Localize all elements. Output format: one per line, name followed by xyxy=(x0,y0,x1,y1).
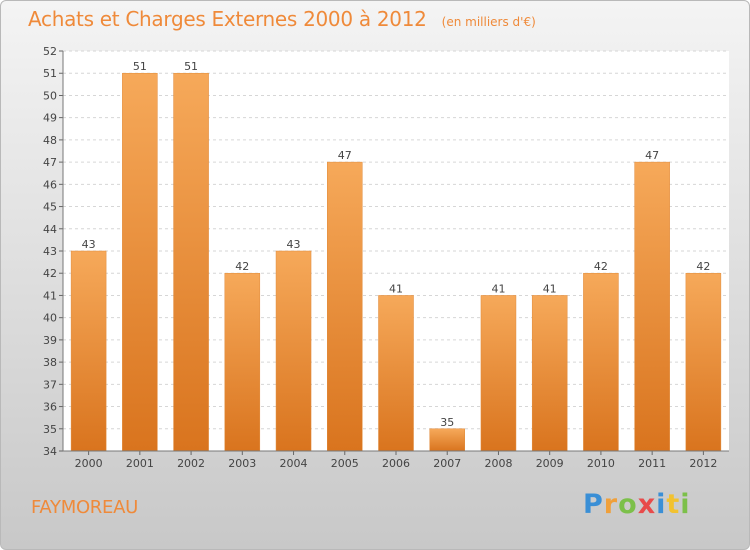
bar-2011 xyxy=(634,161,670,452)
chart-subtitle: (en milliers d'€) xyxy=(441,15,536,29)
x-tick-label: 2005 xyxy=(331,457,359,470)
data-label: 43 xyxy=(82,238,96,251)
y-tick-label: 46 xyxy=(43,178,57,191)
data-label: 42 xyxy=(594,260,608,273)
chart-title: Achats et Charges Externes 2000 à 2012 xyxy=(28,7,427,31)
bar-2006 xyxy=(378,295,414,452)
data-label: 35 xyxy=(440,416,454,429)
bars xyxy=(70,72,722,452)
bar-2008 xyxy=(480,295,517,452)
data-label: 41 xyxy=(389,282,403,295)
proxiti-logo: Proxiti xyxy=(583,489,691,520)
commune-name: FAYMOREAU xyxy=(31,497,138,518)
bar-2001 xyxy=(122,72,158,452)
bar-2007 xyxy=(429,428,465,452)
x-tick-label: 2001 xyxy=(126,457,154,470)
y-tick-label: 48 xyxy=(43,134,57,147)
y-tick-label: 39 xyxy=(43,334,57,347)
y-tick-label: 44 xyxy=(43,223,57,236)
title-row: Achats et Charges Externes 2000 à 2012 (… xyxy=(28,7,536,31)
y-tick-label: 40 xyxy=(43,312,57,325)
data-label: 41 xyxy=(543,282,557,295)
y-tick-label: 35 xyxy=(43,423,57,436)
data-label: 51 xyxy=(184,60,198,73)
bar-2000 xyxy=(70,250,107,452)
axes: 34 35 36 37 38 39 40 41 42 43 44 45 46 47 48 49 50 51 52 20… xyxy=(43,45,729,470)
y-tick-label: 41 xyxy=(43,289,57,302)
data-label: 42 xyxy=(235,260,249,273)
y-tick-label: 45 xyxy=(43,201,57,214)
x-tick-label: 2008 xyxy=(484,457,512,470)
y-tick-label: 42 xyxy=(43,267,57,280)
x-tick-label: 2004 xyxy=(280,457,308,470)
x-tick-label: 2011 xyxy=(638,457,666,470)
y-tick-label: 52 xyxy=(43,45,57,58)
y-tick-label: 37 xyxy=(43,378,57,391)
bar-2009 xyxy=(531,295,568,452)
bar-2010 xyxy=(583,272,619,452)
y-tick-label: 38 xyxy=(43,356,57,369)
x-tick-label: 2002 xyxy=(177,457,205,470)
data-label: 43 xyxy=(287,238,301,251)
bar-2012 xyxy=(685,272,722,452)
data-label: 42 xyxy=(696,260,710,273)
data-labels: 43 51 51 42 43 47 41 35 41 41 42 47 42 xyxy=(82,60,711,429)
y-tick-label: 51 xyxy=(43,67,57,80)
data-label: 47 xyxy=(645,149,659,162)
bar-2004 xyxy=(275,250,312,452)
x-tick-label: 2010 xyxy=(587,457,615,470)
bar-2005 xyxy=(327,161,363,452)
x-tick-label: 2000 xyxy=(75,457,103,470)
y-tick-label: 34 xyxy=(43,445,57,458)
data-label: 41 xyxy=(491,282,505,295)
bar-2003 xyxy=(224,272,261,452)
y-tick-label: 43 xyxy=(43,245,57,258)
y-tick-label: 50 xyxy=(43,89,57,102)
x-tick-label: 2009 xyxy=(536,457,564,470)
x-tick-label: 2006 xyxy=(382,457,410,470)
x-tick-label: 2012 xyxy=(689,457,717,470)
y-tick-label: 36 xyxy=(43,401,57,414)
x-tick-label: 2007 xyxy=(433,457,461,470)
y-tick-label: 49 xyxy=(43,112,57,125)
data-label: 51 xyxy=(133,60,147,73)
x-tick-label: 2003 xyxy=(228,457,256,470)
bar-2002 xyxy=(173,72,209,452)
data-label: 47 xyxy=(338,149,352,162)
y-tick-label: 47 xyxy=(43,156,57,169)
